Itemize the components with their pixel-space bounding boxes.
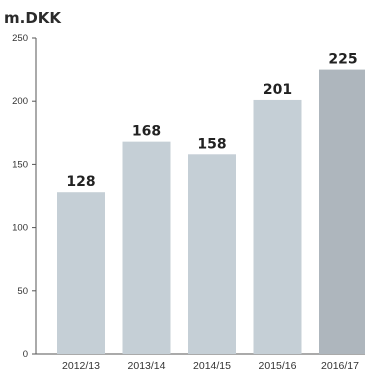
bar-2013-14	[122, 141, 171, 354]
bar-2015-16	[253, 99, 302, 354]
y-tick-label: 0	[23, 349, 28, 360]
y-tick-label: 250	[12, 33, 28, 44]
data-label: 128	[66, 174, 95, 190]
bar-2014-15	[188, 154, 236, 354]
y-ticks: 0 50 100 150 200 250	[12, 33, 36, 360]
y-tick-label: 200	[12, 96, 28, 107]
data-label: 201	[263, 82, 292, 98]
bar-2016-17	[319, 69, 365, 354]
bars	[57, 69, 365, 354]
data-label: 168	[132, 124, 161, 140]
unit-label: m.DKK	[4, 9, 62, 27]
x-tick-label: 2016/17	[321, 360, 359, 370]
x-tick-label: 2014/15	[193, 360, 231, 370]
x-tick-label: 2013/14	[128, 360, 166, 370]
x-tick-label: 2012/13	[62, 360, 100, 370]
data-labels: 128 168 158 201 225	[66, 52, 357, 191]
y-tick-label: 100	[12, 223, 28, 234]
data-label: 225	[328, 52, 357, 68]
bar-2012-13	[57, 192, 105, 354]
x-tick-labels: 2012/13 2013/14 2014/15 2015/16 2016/17	[62, 360, 359, 370]
y-tick-label: 50	[17, 286, 28, 297]
x-tick-label: 2015/16	[259, 360, 297, 370]
y-tick-label: 150	[12, 159, 28, 170]
data-label: 158	[197, 136, 226, 152]
